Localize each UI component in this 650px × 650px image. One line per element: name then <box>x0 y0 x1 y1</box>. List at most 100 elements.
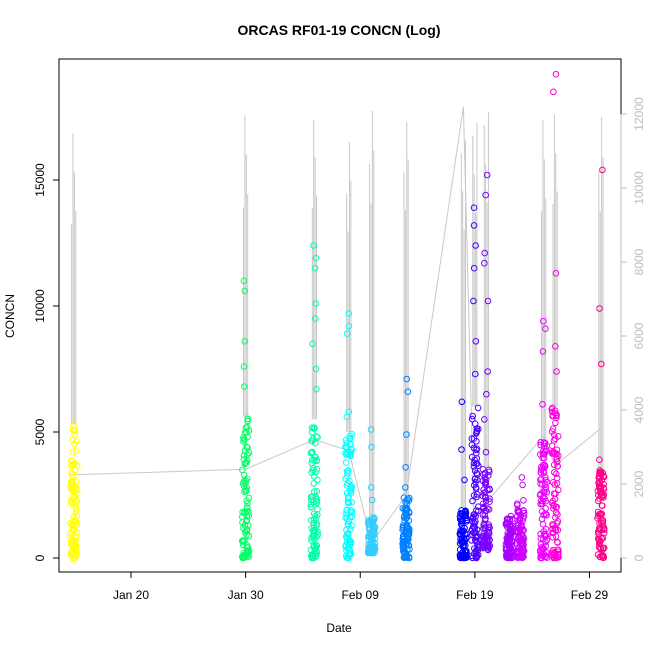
data-point <box>311 264 319 272</box>
data-point <box>598 502 606 509</box>
data-point <box>600 473 608 481</box>
data-point <box>470 222 478 229</box>
data-point <box>72 447 80 455</box>
data-point <box>481 259 488 267</box>
data-point <box>596 305 603 312</box>
data-point <box>540 450 547 458</box>
data-point <box>470 482 478 489</box>
data-point <box>536 451 544 458</box>
data-point <box>243 531 250 538</box>
data-point <box>312 300 320 307</box>
data-point <box>401 538 408 545</box>
data-point <box>540 469 548 477</box>
x-tick-label: Feb 09 <box>342 588 380 602</box>
data-point <box>66 530 74 538</box>
data-point <box>347 525 354 533</box>
data-point <box>543 511 550 519</box>
data-point <box>470 204 478 211</box>
data-point <box>309 448 316 456</box>
data-point <box>70 513 77 521</box>
data-point <box>369 544 376 552</box>
data-point <box>69 436 76 444</box>
data-point <box>473 427 481 434</box>
data-point <box>554 462 561 470</box>
data-point <box>345 322 353 330</box>
data-point <box>243 542 251 549</box>
data-point <box>600 485 608 493</box>
data-point <box>519 537 526 545</box>
y-tick-label-right: 10000 <box>632 171 646 205</box>
data-point <box>240 277 248 285</box>
data-point <box>486 468 493 476</box>
data-point <box>69 522 77 530</box>
data-point <box>309 340 316 348</box>
y-tick-label-left: 10000 <box>33 289 47 323</box>
data-point <box>599 166 606 174</box>
data-point <box>241 460 249 468</box>
data-point <box>244 417 251 425</box>
data-point <box>405 536 412 543</box>
data-point <box>486 524 493 532</box>
data-point <box>241 447 249 454</box>
data-point <box>470 297 477 305</box>
data-point <box>506 530 514 538</box>
data-point <box>540 511 548 519</box>
data-point <box>368 547 376 555</box>
data-point <box>484 526 492 533</box>
data-point <box>549 534 557 541</box>
data-point <box>343 507 350 514</box>
data-point <box>347 434 354 442</box>
data-point <box>243 516 250 524</box>
data-point <box>460 543 467 551</box>
data-point <box>458 446 465 453</box>
data-point <box>462 512 469 520</box>
data-point <box>481 416 488 423</box>
data-point <box>554 433 562 440</box>
data-point <box>313 385 320 393</box>
data-point <box>597 485 605 493</box>
data-point <box>598 552 606 560</box>
y-tick-label-left: 0 <box>33 554 47 561</box>
data-point <box>541 530 549 538</box>
data-point <box>343 330 351 338</box>
data-point <box>479 511 487 519</box>
data-point <box>469 412 477 420</box>
data-point <box>543 488 551 496</box>
data-point <box>481 249 489 257</box>
data-point <box>542 510 549 518</box>
data-point <box>540 317 547 325</box>
data-point <box>310 242 317 249</box>
data-point <box>71 440 78 448</box>
data-point <box>515 508 522 515</box>
data-point <box>346 536 353 544</box>
data-point <box>469 554 476 562</box>
data-point <box>553 450 561 458</box>
x-tick-label: Jan 20 <box>113 588 149 602</box>
data-point <box>553 503 561 511</box>
data-point <box>73 486 80 494</box>
data-point <box>473 491 481 498</box>
data-point <box>239 513 246 521</box>
data-point <box>542 476 549 484</box>
data-point <box>601 529 608 537</box>
data-point <box>70 483 77 490</box>
data-point <box>343 534 351 542</box>
data-point <box>513 500 521 508</box>
data-point <box>504 536 511 544</box>
data-point <box>245 508 252 516</box>
data-point <box>69 461 76 468</box>
data-point <box>600 554 608 561</box>
data-point <box>307 449 315 457</box>
data-point <box>243 484 251 491</box>
data-point <box>343 489 351 497</box>
y-tick-label-left: 15000 <box>33 163 47 197</box>
data-point <box>537 535 545 542</box>
data-point <box>515 554 522 562</box>
data-point <box>468 415 476 423</box>
data-point <box>473 537 480 545</box>
x-axis: Jan 20 Jan 30 Feb 09 Feb 19 Feb 29 <box>113 572 608 602</box>
data-point <box>484 368 492 375</box>
data-point <box>552 504 560 511</box>
y-tick-label-right: 4000 <box>632 396 646 423</box>
data-point <box>473 493 480 501</box>
